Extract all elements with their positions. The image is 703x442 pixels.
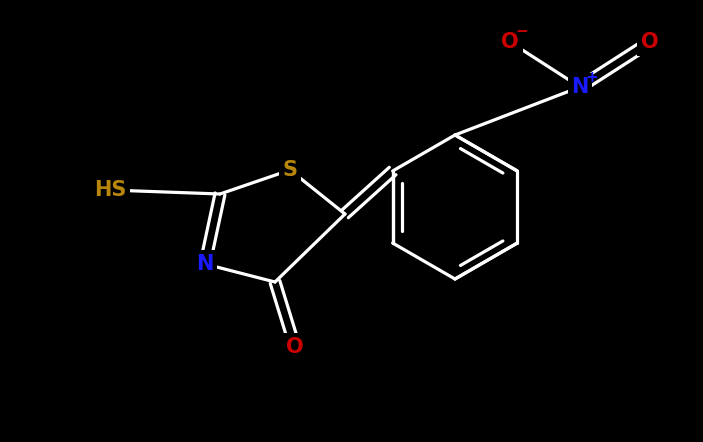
Text: N: N [196, 254, 214, 274]
Text: O: O [501, 32, 519, 52]
Text: −: − [515, 24, 529, 39]
Text: +: + [586, 69, 598, 84]
Text: HS: HS [93, 180, 126, 200]
Text: S: S [283, 160, 297, 180]
Text: O: O [286, 337, 304, 357]
Text: N: N [572, 77, 588, 97]
Text: O: O [641, 32, 659, 52]
